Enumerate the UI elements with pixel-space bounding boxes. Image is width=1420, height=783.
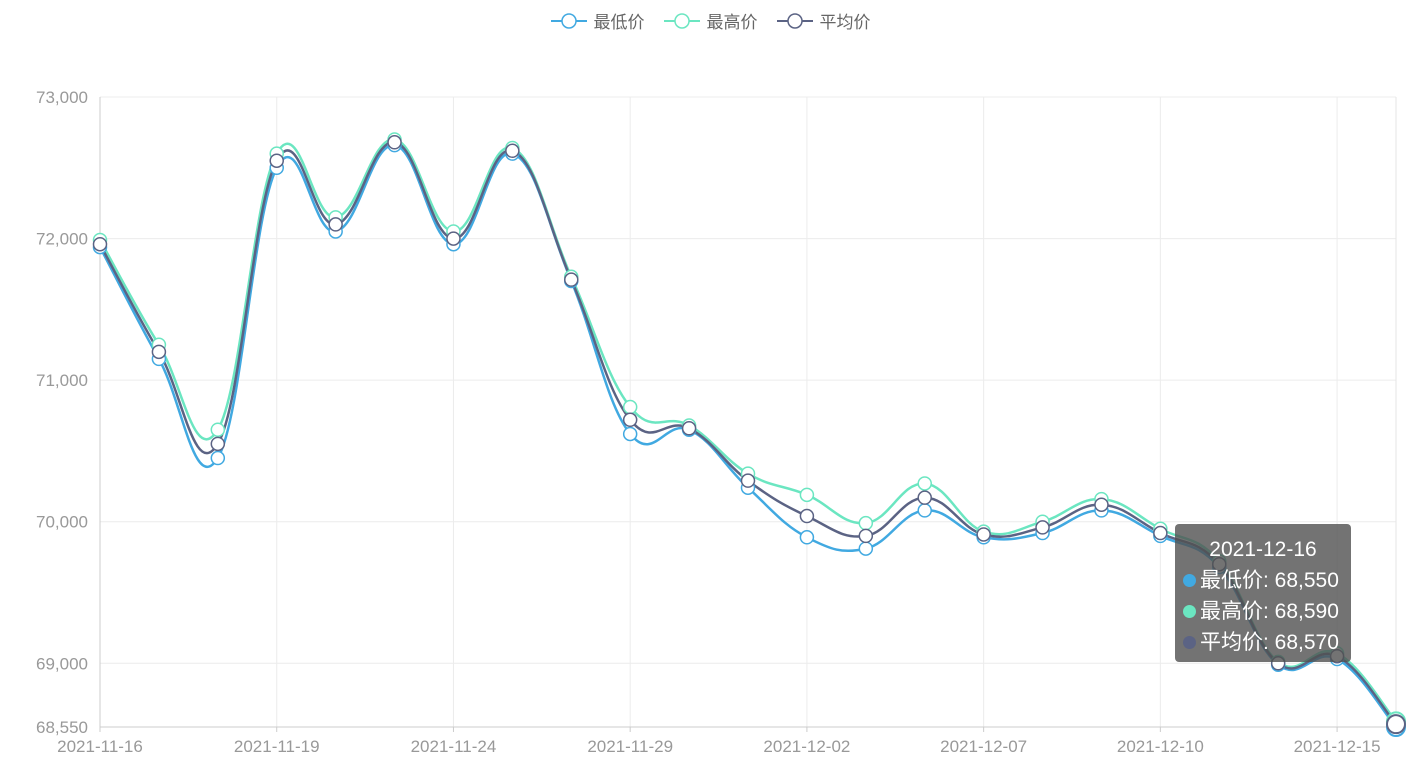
data-point-2 bbox=[446, 231, 461, 246]
data-point-2 bbox=[740, 473, 756, 488]
y-tick-label: 69,000 bbox=[36, 654, 88, 673]
tooltip-row-avg: 平均价: 68,570 bbox=[1175, 627, 1351, 658]
data-point-2 bbox=[328, 217, 343, 232]
tooltip-label-min: 最低价: 68,550 bbox=[1200, 569, 1339, 592]
data-point-2 bbox=[210, 436, 226, 452]
legend-label-avg: 平均价 bbox=[819, 13, 871, 32]
tooltip: 2021-12-16 最低价: 68,550 最高价: 68,590 平均价: … bbox=[1175, 524, 1351, 662]
data-point-2 bbox=[269, 153, 284, 168]
y-tick-label: 71,000 bbox=[36, 371, 88, 390]
data-point-0 bbox=[799, 530, 815, 545]
data-point-2 bbox=[622, 412, 638, 428]
data-point-2 bbox=[505, 143, 520, 159]
data-point-2 bbox=[1153, 525, 1168, 541]
x-tick-label: 2021-11-16 bbox=[57, 737, 143, 756]
legend-label-min: 最低价 bbox=[593, 13, 645, 32]
x-tick-label: 2021-12-15 bbox=[1294, 737, 1381, 756]
legend-label-max: 最高价 bbox=[706, 13, 758, 32]
tooltip-dot-min bbox=[1183, 574, 1196, 587]
data-point-0 bbox=[917, 503, 932, 518]
data-point-1 bbox=[917, 476, 932, 491]
tooltip-title: 2021-12-16 bbox=[1209, 538, 1317, 561]
y-tick-label: 72,000 bbox=[36, 230, 88, 249]
tooltip-label-max: 最高价: 68,590 bbox=[1200, 600, 1339, 623]
y-tick-label: 70,000 bbox=[36, 513, 88, 532]
data-point-2 bbox=[681, 421, 697, 436]
data-point-1 bbox=[799, 487, 815, 503]
data-point-1 bbox=[622, 399, 638, 415]
x-tick-label: 2021-12-02 bbox=[763, 737, 850, 756]
data-point-2 bbox=[917, 490, 932, 505]
data-point-2 bbox=[1386, 714, 1406, 735]
legend-item-min[interactable]: 最低价 bbox=[550, 8, 645, 33]
data-point-2 bbox=[92, 236, 108, 252]
tooltip-dot-max bbox=[1183, 605, 1196, 618]
tooltip-label-avg: 平均价: 68,570 bbox=[1200, 631, 1339, 654]
legend-item-avg[interactable]: 平均价 bbox=[776, 8, 871, 33]
data-point-0 bbox=[210, 450, 226, 466]
legend-line-icon bbox=[663, 12, 700, 29]
data-point-2 bbox=[151, 344, 167, 360]
x-tick-label: 2021-11-24 bbox=[411, 737, 497, 756]
legend-circle bbox=[786, 12, 803, 29]
data-point-2 bbox=[387, 135, 402, 150]
x-tick-label: 2021-11-29 bbox=[587, 737, 673, 756]
legend-line-icon bbox=[776, 12, 813, 29]
x-tick-label: 2021-12-10 bbox=[1117, 737, 1204, 756]
tooltip-row-max: 最高价: 68,590 bbox=[1175, 596, 1351, 627]
y-tick-label: 68,550 bbox=[36, 718, 88, 737]
legend-circle bbox=[673, 12, 690, 29]
tooltip-row-min: 最低价: 68,550 bbox=[1175, 565, 1351, 596]
data-point-1 bbox=[858, 515, 874, 531]
legend-line-icon bbox=[550, 12, 587, 29]
x-tick-label: 2021-12-07 bbox=[940, 737, 1027, 756]
y-tick-label: 73,000 bbox=[36, 88, 88, 107]
data-point-2 bbox=[1035, 520, 1050, 535]
data-point-0 bbox=[622, 426, 638, 442]
legend-circle bbox=[560, 12, 577, 29]
data-point-2 bbox=[976, 527, 991, 542]
legend: 最低价 最高价 平均价 bbox=[0, 8, 1420, 33]
data-point-1 bbox=[210, 422, 226, 437]
data-point-2 bbox=[858, 528, 874, 544]
data-point-2 bbox=[564, 272, 579, 287]
x-tick-label: 2021-11-19 bbox=[234, 737, 320, 756]
data-point-0 bbox=[858, 541, 874, 556]
tooltip-dot-avg bbox=[1183, 636, 1196, 649]
legend-item-max[interactable]: 最高价 bbox=[663, 8, 758, 33]
data-point-2 bbox=[1094, 497, 1109, 512]
data-point-2 bbox=[799, 508, 815, 524]
